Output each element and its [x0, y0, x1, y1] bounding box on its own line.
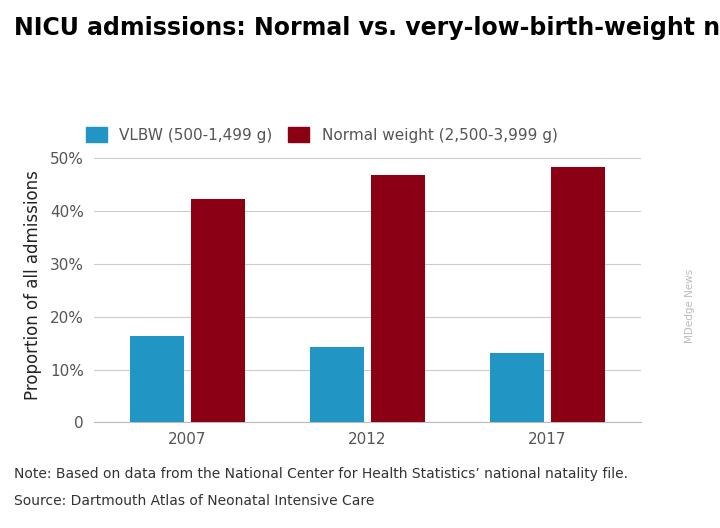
Bar	[371, 175, 425, 422]
Y-axis label: Proportion of all admissions: Proportion of all admissions	[24, 170, 42, 400]
Text: NICU admissions: Normal vs. very-low-birth-weight newborns: NICU admissions: Normal vs. very-low-bir…	[14, 16, 720, 40]
Legend: VLBW (500-1,499 g), Normal weight (2,500-3,999 g): VLBW (500-1,499 g), Normal weight (2,500…	[80, 121, 564, 149]
Text: Note: Based on data from the National Center for Health Statistics’ national nat: Note: Based on data from the National Ce…	[14, 467, 629, 482]
Bar	[490, 353, 544, 422]
Bar	[130, 336, 184, 422]
Bar	[551, 167, 605, 422]
Bar	[310, 347, 364, 422]
Bar	[191, 199, 245, 422]
Text: MDedge News: MDedge News	[685, 269, 695, 343]
Text: Source: Dartmouth Atlas of Neonatal Intensive Care: Source: Dartmouth Atlas of Neonatal Inte…	[14, 494, 375, 508]
